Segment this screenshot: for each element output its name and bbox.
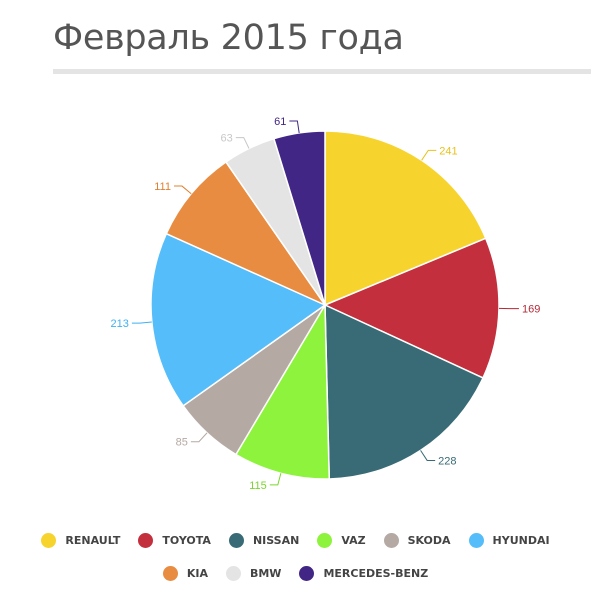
legend-label: TOYOTA	[162, 534, 211, 547]
legend-item-toyota[interactable]: TOYOTA	[138, 533, 211, 548]
leader-line-renault	[421, 149, 437, 161]
title-divider	[53, 69, 591, 74]
pie-slice-renault	[324, 130, 487, 306]
legend-label: MERCEDES-BENZ	[323, 567, 429, 580]
legend-swatch	[383, 533, 399, 548]
leader-line-mercedes-benz	[289, 120, 300, 134]
legend-swatch	[225, 566, 241, 581]
legend-item-renault[interactable]: RENAULT	[41, 533, 120, 548]
leader-line-hyundai	[131, 321, 152, 324]
value-label-bmw: 63	[221, 133, 233, 145]
pie-slice-kia	[165, 161, 326, 306]
legend-label: RENAULT	[65, 534, 121, 547]
legend-swatch	[228, 533, 244, 548]
pie-labels: 241 169 228 115 85 213 111 63 61	[111, 116, 541, 492]
pie-slices	[150, 130, 500, 480]
legend-swatch	[468, 533, 484, 548]
legend-label: SKODA	[407, 534, 451, 547]
legend-label: HYUNDAI	[492, 534, 550, 547]
legend-swatch	[162, 566, 178, 581]
chart-title: Февраль 2015 года	[53, 18, 404, 58]
leader-line-nissan	[420, 450, 436, 461]
leader-line-bmw	[235, 137, 250, 149]
legend-label: BMW	[249, 567, 282, 580]
value-label-vaz: 115	[249, 480, 267, 492]
legend-item-nissan[interactable]: NISSAN	[228, 533, 300, 548]
leader-line-kia	[173, 185, 192, 195]
legend-item-mercedes-benz[interactable]: MERCEDES-BENZ	[299, 566, 428, 581]
legend-swatch	[317, 533, 333, 548]
legend-item-vaz[interactable]: VAZ	[317, 533, 366, 548]
legend-item-hyundai[interactable]: HYUNDAI	[468, 533, 550, 548]
value-label-hyundai: 213	[111, 318, 129, 330]
legend-row-1: RENAULT TOYOTA NISSAN VAZ SKODA HYUNDAI	[0, 533, 591, 548]
legend-item-kia[interactable]: KIA	[162, 566, 208, 581]
leader-line-skoda	[190, 432, 208, 443]
legend-row-2: KIA BMW MERCEDES-BENZ	[0, 566, 591, 581]
pie-slice-mercedes-benz	[273, 130, 326, 306]
legend-item-bmw[interactable]: BMW	[225, 566, 282, 581]
legend-label: KIA	[186, 567, 208, 580]
leader-line-vaz	[269, 473, 282, 486]
pie-slice-nissan	[324, 304, 484, 480]
pie-slice-vaz	[235, 304, 330, 480]
pie-slice-hyundai	[150, 232, 326, 407]
value-label-mercedes-benz: 61	[274, 116, 286, 128]
legend-item-skoda[interactable]: SKODA	[383, 533, 451, 548]
value-label-renault: 241	[439, 145, 457, 157]
value-label-kia: 111	[154, 181, 171, 193]
legend-swatch	[138, 533, 154, 548]
legend-label: VAZ	[341, 534, 366, 547]
legend-label: NISSAN	[252, 534, 300, 547]
pie-slice-toyota	[324, 237, 500, 379]
value-label-toyota: 169	[522, 304, 540, 316]
value-label-nissan: 228	[438, 455, 456, 467]
value-label-skoda: 85	[176, 437, 188, 449]
legend-swatch	[299, 566, 315, 581]
legend-swatch	[41, 533, 57, 548]
